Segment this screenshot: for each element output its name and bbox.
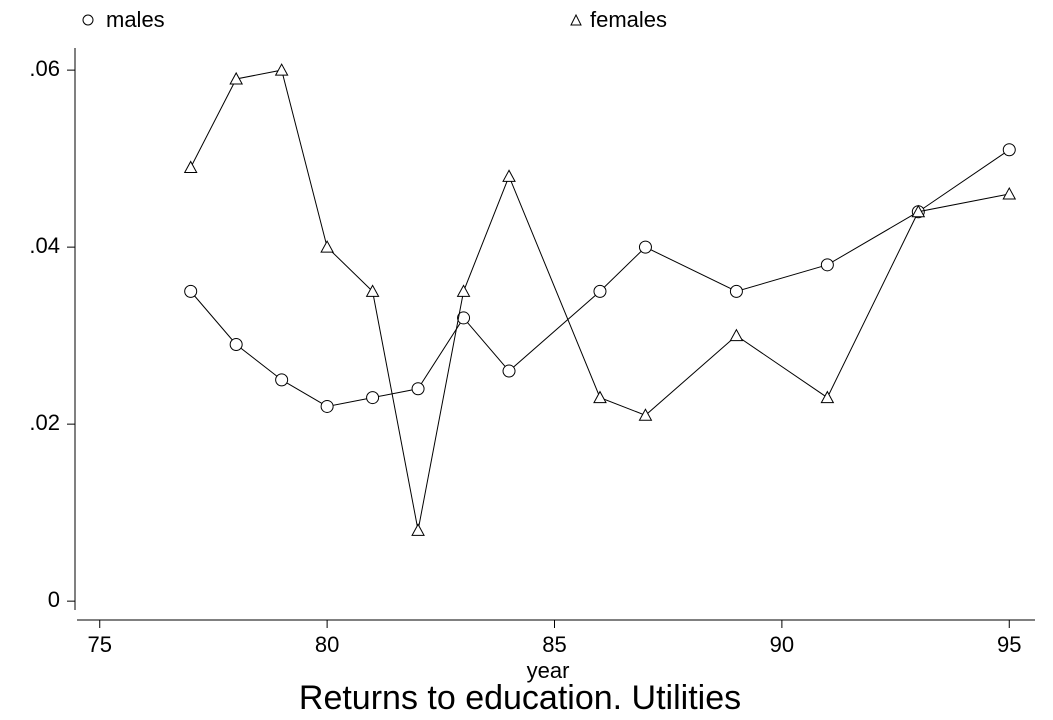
x-axis-label: year [527,658,570,683]
point [184,284,198,298]
series-line [190,149,1010,407]
point [729,284,743,298]
point [366,391,380,405]
y-tick-label: 0 [48,587,60,612]
point [911,204,926,218]
legend-label: females [590,7,667,32]
point [593,284,607,298]
point [457,311,471,325]
point [729,328,744,342]
point [638,408,653,421]
point [229,71,244,85]
point [411,382,425,396]
point [1002,143,1016,157]
y-tick-label: .04 [29,233,60,258]
legend-label: males [106,7,165,32]
point [820,390,835,404]
x-tick-label: 90 [770,632,794,657]
chart-title: Returns to education. Utilities [299,679,741,717]
point [502,169,516,182]
point [638,240,652,254]
x-tick-label: 85 [542,632,566,657]
point [183,160,198,173]
y-tick-label: .02 [29,410,60,435]
legend-symbol [570,13,582,26]
series-line [190,69,1010,531]
point [502,364,516,378]
point [275,373,289,387]
legend-symbol [82,14,94,26]
x-tick-label: 80 [315,632,339,657]
point [1002,186,1017,200]
point [820,258,834,272]
x-tick-label: 75 [87,632,111,657]
y-tick-label: .06 [29,56,60,81]
point [456,284,471,297]
point [320,240,334,253]
point [593,390,607,404]
point [320,399,334,413]
point [365,284,380,297]
point [274,63,289,76]
x-tick-label: 95 [997,632,1021,657]
point [411,523,425,536]
point [229,337,243,351]
